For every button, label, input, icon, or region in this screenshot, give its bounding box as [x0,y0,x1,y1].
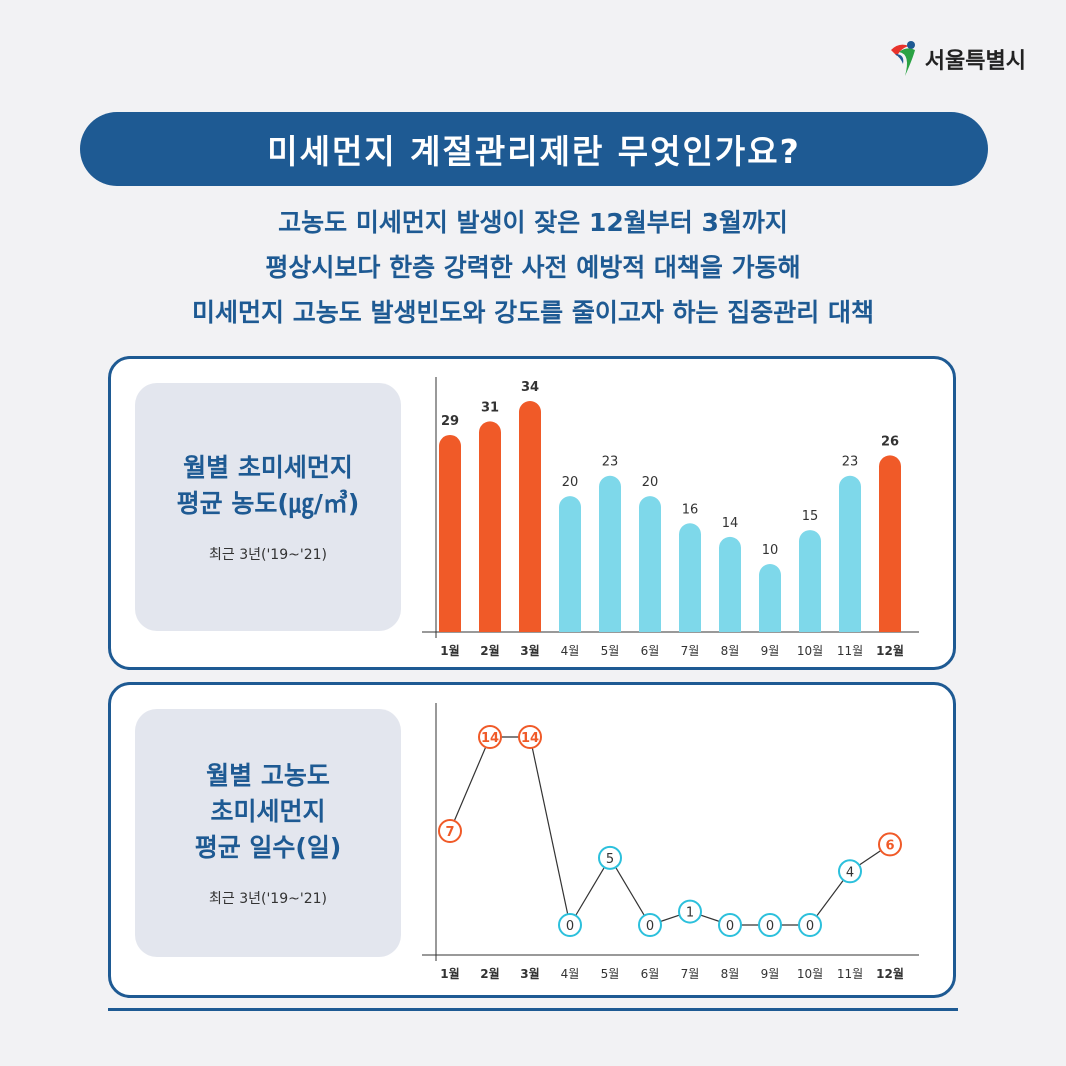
x-tick-label: 11월 [837,967,863,981]
data-point [758,913,782,937]
x-tick-label: 4월 [561,644,580,658]
line-chart-panel: 월별 고농도 초미세먼지 평균 일수(일) 최근 3년('19~'21) 7 1월… [108,682,956,998]
point-value-label: 0 [566,919,574,934]
x-tick-label: 7월 [681,644,700,658]
data-point [478,725,502,749]
x-tick-label: 2월 [480,966,499,981]
line-chart-title-line: 초미세먼지 [210,797,326,826]
series-line [529,736,571,926]
point-value-label: 5 [606,852,614,867]
bar-value-label: 23 [842,455,859,470]
x-tick-label: 12월 [876,643,904,658]
seoul-logo-icon [890,41,915,76]
seoul-logo: 서울특별시 [887,40,1026,78]
x-tick-label: 11월 [837,644,863,658]
line-chart-label-box: 월별 고농도 초미세먼지 평균 일수(일) 최근 3년('19~'21) [135,709,401,957]
subtitle-line: 미세먼지 고농도 발생빈도와 강도를 줄이고자 하는 집중관리 대책 [192,298,874,327]
x-tick-label: 10월 [797,644,823,658]
title-banner: 미세먼지 계절관리제란 무엇인가요? [80,112,988,186]
data-point [558,913,582,937]
x-tick-label: 7월 [681,967,700,981]
point-value-label: 14 [481,731,499,746]
x-tick-label: 4월 [561,967,580,981]
bar-value-label: 34 [521,380,539,395]
x-tick-label: 9월 [761,967,780,981]
point-value-label: 0 [726,919,734,934]
page-title: 미세먼지 계절관리제란 무엇인가요? [267,132,801,171]
bar-chart-note: 최근 3년('19~'21) [209,547,327,563]
logo-text: 서울특별시 [924,49,1026,74]
bar [839,475,862,632]
bar-value-label: 20 [562,475,579,490]
x-tick-label: 9월 [761,644,780,658]
bar [759,564,781,632]
data-point [718,913,742,937]
subtitle-line: 고농도 미세먼지 발생이 잦은 12월부터 3월까지 [278,208,788,237]
data-point [798,913,822,937]
point-value-label: 0 [766,919,774,934]
bottom-divider [108,1008,958,1011]
bar [679,523,701,632]
bar-value-label: 14 [722,516,739,531]
x-tick-label: 6월 [641,967,660,981]
data-point [678,899,702,924]
bar [439,434,461,632]
point-value-label: 1 [686,906,694,921]
bar [639,496,661,632]
line-chart: 7 1월 14 2월 14 3월 0 4월 5 5월 0 6월 1 7월 0 8월 0 9월 0 10월 4 11월 6 12… [422,703,919,981]
bar [519,401,541,632]
data-point [878,832,902,857]
x-tick-label: 5월 [601,967,620,981]
x-tick-label: 3월 [520,966,539,981]
bar-chart-title-line: 월별 초미세먼지 [183,453,353,482]
data-point [518,725,542,749]
data-point [598,845,622,870]
bar-value-label: 10 [762,543,779,558]
line-chart-title-line: 평균 일수(일) [194,833,342,862]
line-chart-title-line: 월별 고농도 [206,761,330,790]
bar [599,475,621,632]
bar-chart-label-box: 월별 초미세먼지 평균 농도(㎍/㎥) 최근 3년('19~'21) [135,383,401,631]
bar-value-label: 20 [642,475,659,490]
bar [479,421,501,632]
x-tick-label: 1월 [440,643,459,658]
bar-chart: 29 1월 31 2월 34 3월 20 4월 23 5월 20 6월 16 7월 14 8월 10 9월 15 10… [422,377,919,658]
series-line [449,736,491,832]
x-tick-label: 10월 [797,967,823,981]
subtitle: 고농도 미세먼지 발생이 잦은 12월부터 3월까지 평상시보다 한층 강력한 … [0,200,1066,335]
point-value-label: 7 [445,825,454,840]
point-value-label: 0 [806,919,814,934]
x-tick-label: 1월 [440,966,459,981]
bar-value-label: 16 [682,502,699,517]
x-tick-label: 12월 [876,966,904,981]
x-tick-label: 2월 [480,643,499,658]
point-value-label: 6 [885,838,894,853]
bar [559,496,581,632]
bar-value-label: 31 [481,400,499,415]
series-line [609,857,651,926]
x-tick-label: 8월 [721,644,740,658]
point-value-label: 0 [646,919,654,934]
bar-value-label: 15 [802,509,819,524]
data-point [438,819,462,843]
point-value-label: 4 [846,865,854,880]
line-chart-note: 최근 3년('19~'21) [209,891,327,907]
x-tick-label: 5월 [601,644,620,658]
series-line [569,857,611,926]
bar-chart-panel: 월별 초미세먼지 평균 농도(㎍/㎥) 최근 3년('19~'21) 29 1월 3… [108,356,956,670]
point-value-label: 14 [521,731,539,746]
bar [799,530,821,632]
x-tick-label: 6월 [641,644,660,658]
bar [879,455,901,632]
x-tick-label: 3월 [520,643,539,658]
bar-value-label: 26 [881,434,899,449]
bar-chart-title-line: 평균 농도(㎍/㎥) [176,489,360,518]
x-tick-label: 8월 [721,967,740,981]
data-point [838,859,862,884]
subtitle-line: 평상시보다 한층 강력한 사전 예방적 대책을 가동해 [265,253,801,282]
data-point [638,913,662,937]
bar-value-label: 29 [441,414,459,429]
bar-value-label: 23 [602,455,619,470]
bar [719,536,741,632]
